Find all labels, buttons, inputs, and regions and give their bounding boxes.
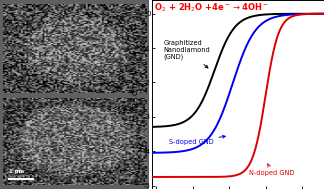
Text: Graphitized
Nanodiamond
(GND): Graphitized Nanodiamond (GND) xyxy=(163,40,210,68)
Text: N-doped GND: N-doped GND xyxy=(249,164,295,176)
Text: O$_2$ + 2H$_2$O +4e$^-$$\rightarrow$4OH$^-$: O$_2$ + 2H$_2$O +4e$^-$$\rightarrow$4OH$… xyxy=(154,2,269,14)
Text: 1 nm: 1 nm xyxy=(9,169,24,174)
Y-axis label: $J$ (mA cm$^{-2}$): $J$ (mA cm$^{-2}$) xyxy=(128,70,143,119)
Text: S-doped GND: S-doped GND xyxy=(169,135,225,145)
